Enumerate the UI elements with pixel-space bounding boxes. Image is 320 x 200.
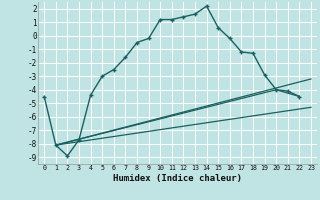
- X-axis label: Humidex (Indice chaleur): Humidex (Indice chaleur): [113, 174, 242, 183]
